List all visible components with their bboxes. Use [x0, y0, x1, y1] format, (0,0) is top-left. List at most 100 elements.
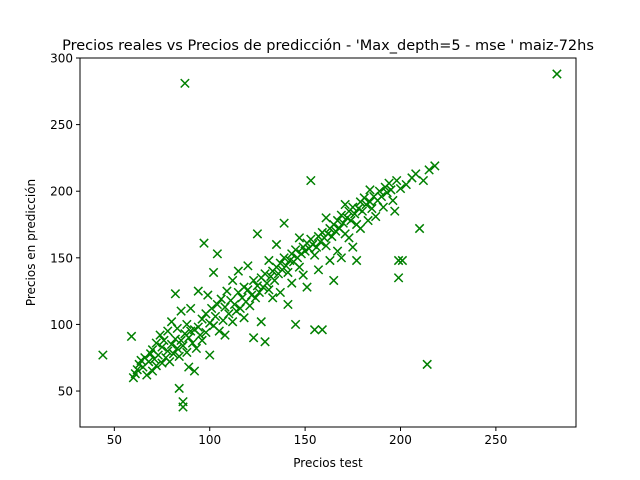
data-point [264, 255, 274, 266]
data-point [397, 255, 408, 266]
data-point [355, 223, 366, 234]
data-point [328, 275, 339, 286]
data-point [321, 213, 331, 223]
data-point [180, 78, 190, 89]
data-point [359, 193, 369, 203]
data-point [151, 338, 162, 348]
data-point [283, 267, 293, 278]
data-point [157, 358, 167, 368]
data-point [243, 261, 253, 271]
data-point [153, 350, 163, 360]
data-point [281, 261, 291, 271]
data-point [306, 175, 316, 186]
x-tick-label: 200 [389, 433, 412, 447]
data-point [340, 199, 350, 210]
data-point [430, 161, 440, 171]
data-point [332, 246, 343, 256]
data-point [151, 360, 162, 371]
data-point [313, 265, 324, 275]
data-point [327, 231, 337, 242]
data-point [384, 178, 394, 188]
data-point [197, 335, 207, 346]
data-point [174, 351, 184, 362]
data-point [422, 359, 432, 370]
data-point [275, 287, 286, 298]
data-point [248, 333, 259, 343]
data-point [365, 185, 375, 195]
data-point [283, 299, 293, 310]
data-point [206, 303, 217, 314]
data-point [351, 255, 362, 266]
plot-area-frame [79, 57, 577, 428]
data-point [199, 238, 209, 248]
data-point [317, 325, 328, 335]
data-point [336, 253, 347, 263]
data-point [184, 333, 194, 343]
data-point [142, 370, 152, 380]
data-point [254, 287, 265, 298]
data-point [233, 266, 244, 276]
data-point [98, 350, 108, 360]
data-point [157, 342, 167, 352]
data-point [386, 185, 396, 195]
y-tick-label: 200 [50, 185, 73, 199]
data-point [376, 191, 387, 202]
y-tick-label: 100 [50, 318, 73, 332]
data-point [348, 202, 358, 212]
y-tick-label: 50 [58, 385, 73, 399]
data-point [306, 234, 316, 244]
data-point [184, 362, 194, 372]
x-tick-label: 150 [294, 433, 317, 447]
data-point [170, 334, 181, 344]
data-point [325, 255, 335, 266]
data-point [214, 326, 224, 336]
data-point [357, 206, 368, 216]
data-point [374, 186, 385, 196]
data-point [174, 383, 184, 394]
data-point [176, 335, 186, 346]
data-points [98, 69, 562, 412]
data-point [418, 175, 429, 186]
data-point [143, 356, 154, 367]
data-point [262, 278, 272, 288]
data-point [395, 183, 406, 194]
x-axis-label: Precios test [293, 456, 363, 470]
data-point [424, 165, 434, 175]
data-point [159, 335, 169, 346]
data-point [189, 366, 200, 376]
data-point [197, 314, 207, 324]
data-point [279, 218, 289, 228]
data-point [290, 245, 301, 255]
data-point [346, 215, 356, 226]
data-point [185, 303, 196, 314]
data-point [294, 262, 305, 272]
data-point [239, 313, 249, 323]
data-point [414, 223, 425, 234]
data-point [260, 269, 270, 279]
data-point [163, 326, 173, 336]
data-point [338, 218, 348, 228]
data-point [260, 337, 270, 347]
data-point [250, 293, 261, 303]
data-point [210, 311, 221, 322]
data-point [252, 229, 263, 239]
data-point [164, 356, 175, 367]
data-point [275, 258, 286, 268]
data-point [336, 210, 347, 220]
data-point [163, 346, 173, 356]
data-point [393, 273, 404, 283]
data-point [271, 239, 282, 250]
data-point [193, 322, 204, 332]
data-point [132, 364, 142, 375]
data-point [309, 250, 320, 260]
y-tick-label: 300 [50, 52, 73, 66]
data-point [348, 242, 358, 252]
data-point [367, 203, 377, 214]
x-tick-label: 250 [484, 433, 507, 447]
data-point [212, 299, 223, 310]
data-point [317, 227, 328, 238]
data-point [208, 267, 219, 278]
data-point [267, 293, 278, 303]
y-tick-label: 250 [50, 118, 73, 132]
